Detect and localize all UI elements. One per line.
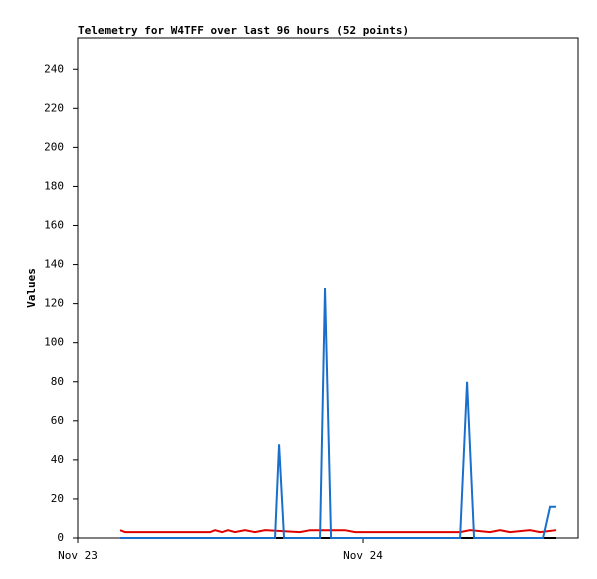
chart-title: Telemetry for W4TFF over last 96 hours (…	[78, 24, 409, 37]
series-line	[119, 529, 557, 534]
y-tick-label: 0	[57, 531, 64, 544]
y-tick-label: 180	[44, 179, 64, 192]
y-tick-label: 200	[44, 140, 64, 153]
y-tick-label: 140	[44, 258, 64, 271]
x-tick-label: Nov 23	[58, 549, 98, 562]
x-tick-label: Nov 24	[343, 549, 383, 562]
y-tick-label: 40	[51, 453, 64, 466]
series-line	[120, 287, 557, 539]
y-tick-label: 100	[44, 336, 64, 349]
y-tick-label: 20	[51, 492, 64, 505]
y-tick-label: 220	[44, 101, 64, 114]
y-axis-label: Values	[25, 268, 38, 308]
y-tick-label: 240	[44, 62, 64, 75]
y-tick-label: 120	[44, 297, 64, 310]
y-tick-label: 160	[44, 219, 64, 232]
y-tick-label: 60	[51, 414, 64, 427]
y-tick-label: 80	[51, 375, 64, 388]
